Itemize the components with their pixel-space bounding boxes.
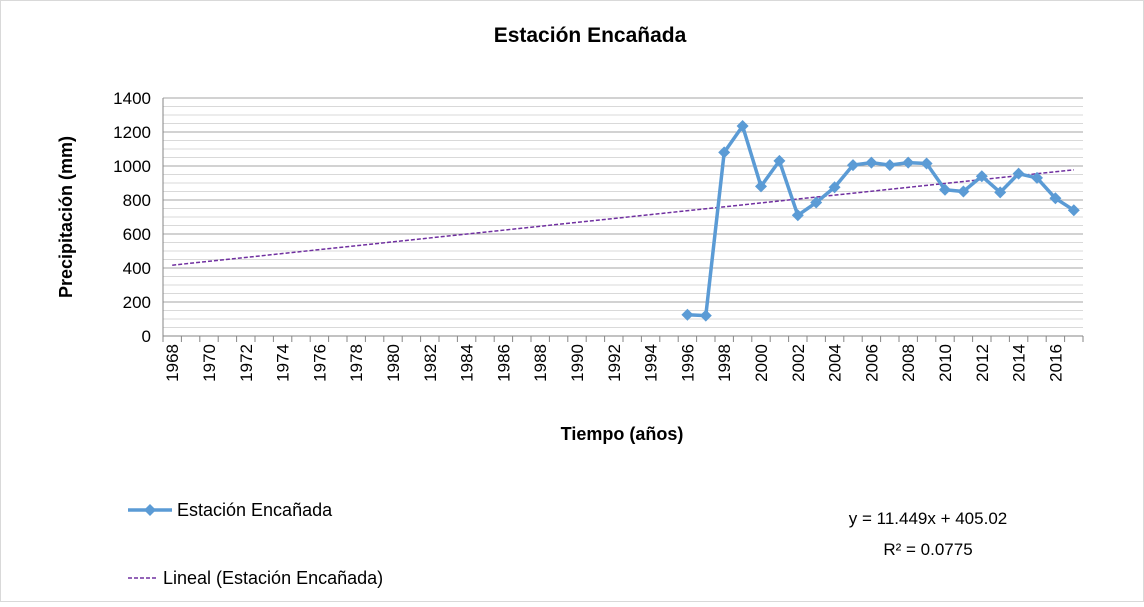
x-tick-label: 2012 xyxy=(973,344,992,382)
x-tick-label: 1972 xyxy=(237,344,256,382)
y-tick-label: 400 xyxy=(123,259,151,278)
x-tick-label: 2014 xyxy=(1010,344,1029,382)
data-point xyxy=(718,146,731,159)
legend-label: Lineal (Estación Encañada) xyxy=(163,568,383,588)
trend-line xyxy=(172,169,1074,266)
x-axis-title: Tiempo (años) xyxy=(561,424,684,444)
data-point xyxy=(920,157,933,170)
data-point xyxy=(810,196,823,209)
x-tick-label: 1990 xyxy=(568,344,587,382)
chart-title: Estación Encañada xyxy=(494,24,687,47)
x-tick-label: 2004 xyxy=(826,344,845,382)
x-tick-label: 1986 xyxy=(494,344,513,382)
x-tick-label: 1970 xyxy=(200,344,219,382)
trend-equation: y = 11.449x + 405.02 xyxy=(849,509,1007,528)
y-tick-label: 800 xyxy=(123,191,151,210)
legend-marker xyxy=(144,504,156,516)
x-tick-label: 2006 xyxy=(862,344,881,382)
legend-label: Estación Encañada xyxy=(177,500,333,520)
x-tick-label: 1992 xyxy=(605,344,624,382)
data-point xyxy=(791,209,804,222)
data-point xyxy=(957,185,970,198)
x-tick-label: 1996 xyxy=(678,344,697,382)
x-tick-label: 1984 xyxy=(458,344,477,382)
data-point xyxy=(773,154,786,167)
trend-r2: R² = 0.0775 xyxy=(883,540,972,559)
data-point xyxy=(1067,204,1080,217)
x-tick-label: 2008 xyxy=(899,344,918,382)
data-point xyxy=(755,180,767,193)
y-tick-label: 200 xyxy=(123,293,151,312)
data-point xyxy=(975,170,988,183)
x-tick-label: 1968 xyxy=(163,344,182,382)
y-tick-label: 1400 xyxy=(113,89,151,108)
series-line xyxy=(687,124,1075,318)
y-tick-label: 1200 xyxy=(113,123,151,142)
y-axis-title: Precipitación (mm) xyxy=(56,136,76,298)
data-point xyxy=(902,156,915,169)
data-point xyxy=(1031,171,1043,184)
data-point xyxy=(699,309,712,322)
data-point xyxy=(828,181,841,194)
data-point xyxy=(994,186,1007,199)
x-tick-label: 1974 xyxy=(274,344,293,382)
data-point xyxy=(939,183,951,196)
x-tick-label: 1998 xyxy=(715,344,734,382)
x-tick-label: 2000 xyxy=(752,344,771,382)
x-tick-label: 1988 xyxy=(531,344,550,382)
x-tick-label: 2002 xyxy=(789,344,808,382)
x-tick-label: 2016 xyxy=(1046,344,1065,382)
x-tick-label: 1980 xyxy=(384,344,403,382)
data-point xyxy=(1049,192,1062,205)
data-point xyxy=(1012,167,1025,180)
data-point xyxy=(865,156,878,169)
x-tick-label: 1978 xyxy=(347,344,366,382)
data-point xyxy=(847,159,859,172)
y-tick-label: 0 xyxy=(142,327,151,346)
data-point xyxy=(736,120,749,133)
data-point xyxy=(883,159,896,172)
x-tick-label: 1994 xyxy=(642,344,661,382)
data-point xyxy=(681,308,694,321)
y-tick-label: 600 xyxy=(123,225,151,244)
x-tick-label: 1976 xyxy=(310,344,329,382)
x-tick-label: 1982 xyxy=(421,344,440,382)
y-tick-label: 1000 xyxy=(113,157,151,176)
x-tick-label: 2010 xyxy=(936,344,955,382)
